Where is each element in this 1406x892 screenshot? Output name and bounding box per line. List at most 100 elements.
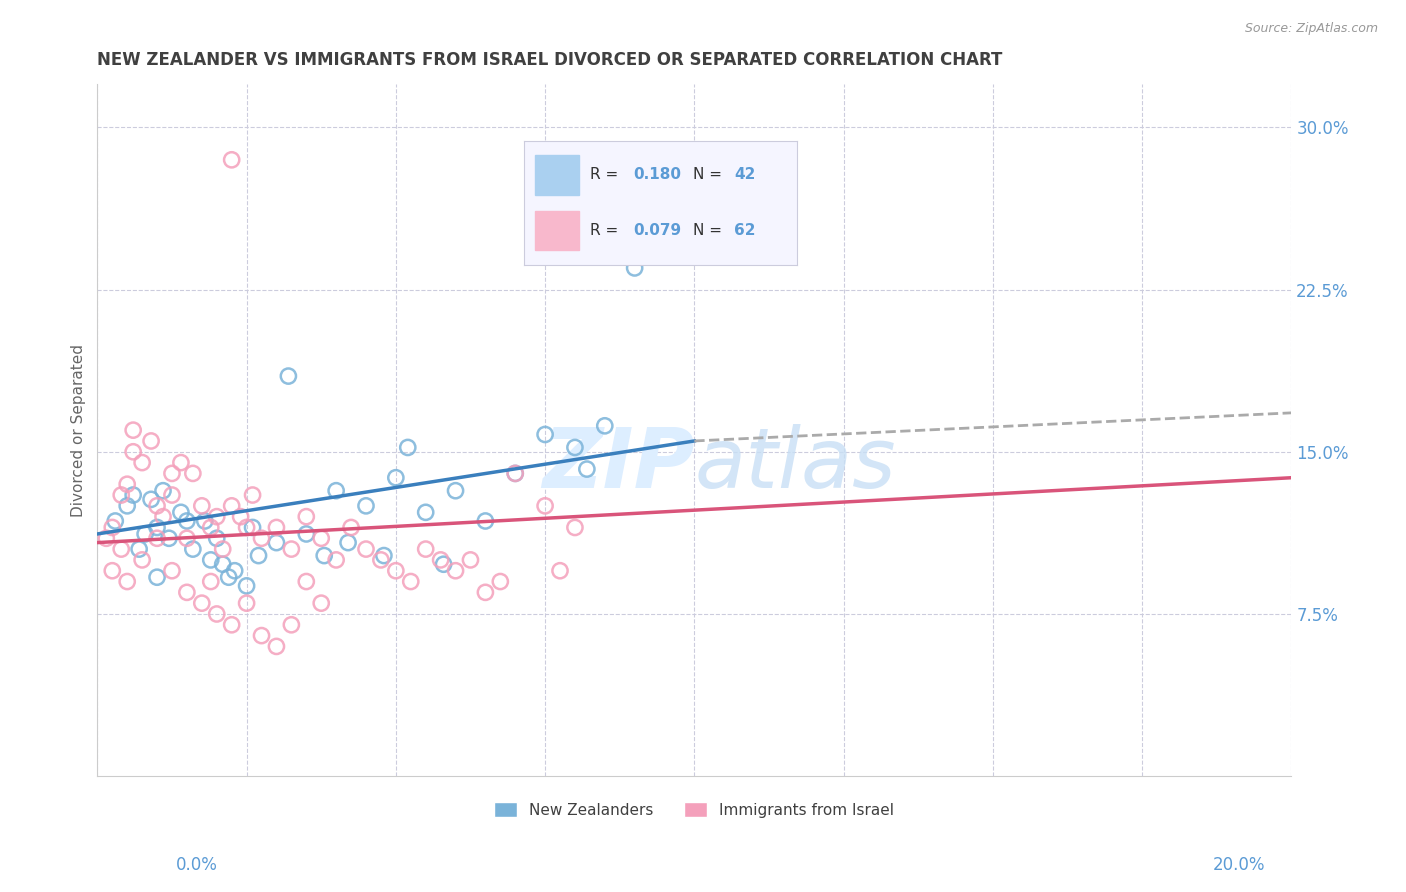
Point	[575, 462, 598, 476]
Text: 0.079: 0.079	[633, 223, 682, 238]
Point	[101, 520, 124, 534]
Point	[200, 574, 222, 589]
Text: N =: N =	[693, 168, 723, 182]
Text: 20.0%: 20.0%	[1213, 856, 1265, 874]
Point	[548, 564, 571, 578]
Point	[160, 564, 183, 578]
Point	[134, 527, 156, 541]
Point	[229, 509, 252, 524]
Text: N =: N =	[693, 223, 723, 238]
Point	[176, 514, 198, 528]
Point	[415, 542, 437, 557]
Point	[122, 444, 145, 458]
Point	[146, 499, 169, 513]
Point	[160, 488, 183, 502]
Point	[128, 542, 150, 557]
Point	[623, 260, 645, 275]
Text: R =: R =	[591, 223, 619, 238]
Point	[110, 488, 132, 502]
Point	[221, 499, 243, 513]
Point	[242, 488, 264, 502]
Point	[295, 574, 318, 589]
Point	[176, 531, 198, 545]
Point	[170, 456, 193, 470]
Point	[534, 427, 557, 442]
Legend: New Zealanders, Immigrants from Israel: New Zealanders, Immigrants from Israel	[488, 796, 901, 824]
Text: NEW ZEALANDER VS IMMIGRANTS FROM ISRAEL DIVORCED OR SEPARATED CORRELATION CHART: NEW ZEALANDER VS IMMIGRANTS FROM ISRAEL …	[97, 51, 1002, 69]
Point	[325, 553, 347, 567]
Point	[593, 418, 616, 433]
Point	[152, 483, 174, 498]
Point	[235, 596, 257, 610]
Point	[110, 542, 132, 557]
Point	[218, 570, 240, 584]
Point	[170, 505, 193, 519]
Point	[221, 153, 243, 167]
Point	[370, 553, 392, 567]
Point	[176, 585, 198, 599]
Point	[205, 531, 228, 545]
Point	[564, 520, 586, 534]
Point	[385, 564, 408, 578]
Text: atlas: atlas	[695, 425, 896, 505]
Point	[235, 520, 257, 534]
Point	[415, 505, 437, 519]
Point	[266, 640, 288, 654]
Text: 42: 42	[734, 168, 755, 182]
Point	[205, 509, 228, 524]
Text: ZIP: ZIP	[541, 425, 695, 505]
Point	[266, 535, 288, 549]
Point	[354, 542, 377, 557]
Point	[194, 514, 217, 528]
Point	[295, 509, 318, 524]
Point	[250, 531, 273, 545]
Point	[325, 483, 347, 498]
Point	[205, 607, 228, 621]
Point	[191, 596, 214, 610]
Point	[295, 527, 318, 541]
Text: 0.180: 0.180	[633, 168, 682, 182]
Point	[115, 499, 138, 513]
Point	[131, 553, 153, 567]
Point	[474, 585, 496, 599]
Point	[433, 558, 456, 572]
Point	[115, 574, 138, 589]
Point	[146, 531, 169, 545]
Point	[160, 467, 183, 481]
Text: Source: ZipAtlas.com: Source: ZipAtlas.com	[1244, 22, 1378, 36]
Point	[224, 564, 246, 578]
Point	[200, 553, 222, 567]
Point	[564, 441, 586, 455]
Point	[373, 549, 395, 563]
Point	[115, 477, 138, 491]
Point	[139, 434, 162, 448]
Point	[211, 558, 233, 572]
Point	[139, 492, 162, 507]
Point	[235, 579, 257, 593]
Point	[96, 531, 118, 545]
Point	[309, 596, 332, 610]
Point	[460, 553, 482, 567]
Point	[152, 509, 174, 524]
Point	[101, 564, 124, 578]
Point	[337, 535, 360, 549]
Text: 0.0%: 0.0%	[176, 856, 218, 874]
Point	[250, 629, 273, 643]
Point	[280, 542, 302, 557]
Point	[503, 467, 526, 481]
Point	[266, 520, 288, 534]
Point	[181, 467, 204, 481]
Point	[146, 570, 169, 584]
Text: R =: R =	[591, 168, 619, 182]
Point	[157, 531, 180, 545]
Point	[534, 499, 557, 513]
Point	[340, 520, 363, 534]
Point	[242, 520, 264, 534]
Point	[503, 467, 526, 481]
Point	[191, 499, 214, 513]
Point	[474, 514, 496, 528]
Bar	[536, 155, 579, 194]
Point	[211, 542, 233, 557]
Point	[247, 549, 270, 563]
Point	[221, 617, 243, 632]
